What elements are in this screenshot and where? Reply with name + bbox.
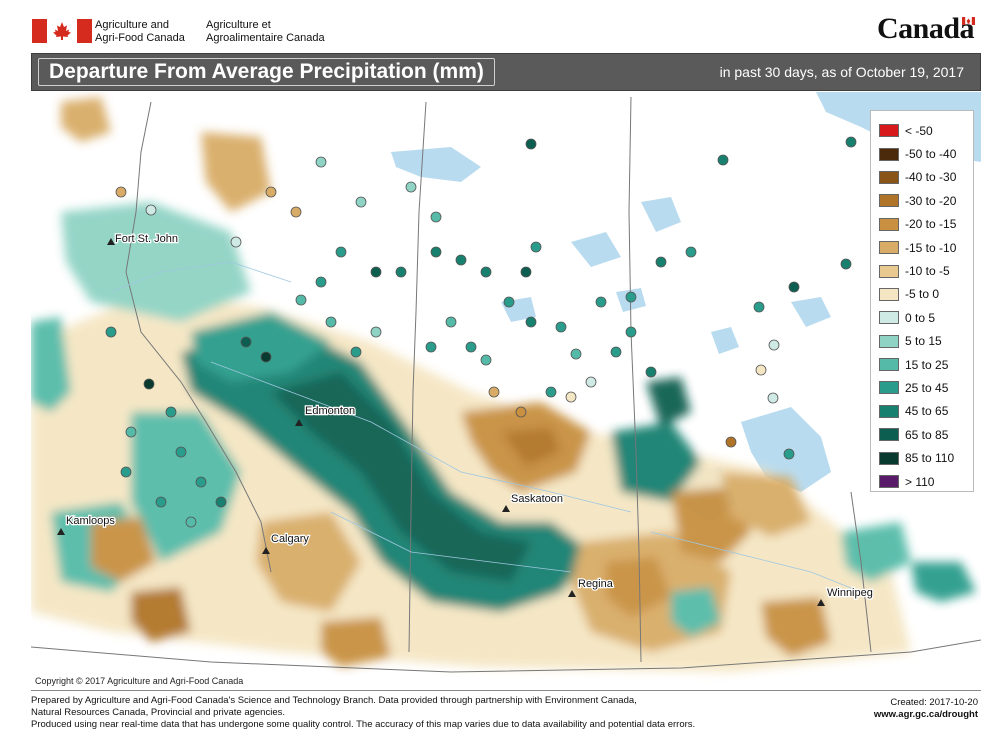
city-label-calgary: Calgary xyxy=(271,533,309,545)
legend-item: -50 to -40 xyxy=(879,142,965,165)
legend-swatch xyxy=(879,451,899,465)
legend-item: -30 to -20 xyxy=(879,189,965,212)
city-label-regina: Regina xyxy=(578,578,614,590)
legend-swatch xyxy=(879,358,899,372)
footer-meta: Created: 2017-10-20 www.agr.gc.ca/drough… xyxy=(874,697,978,721)
regina-marker xyxy=(568,590,576,597)
legend-label: -40 to -30 xyxy=(905,170,957,185)
legend-item: -15 to -10 xyxy=(879,236,965,259)
legend-item: 15 to 25 xyxy=(879,353,965,376)
legend-item: < -50 xyxy=(879,119,965,142)
legend-label: 25 to 45 xyxy=(905,380,949,395)
legend-label: 15 to 25 xyxy=(905,357,949,372)
legend-label: > 110 xyxy=(905,474,935,489)
map-subtitle: in past 30 days, as of October 19, 2017 xyxy=(719,64,964,80)
legend-swatch xyxy=(879,311,899,325)
legend-item: 85 to 110 xyxy=(879,446,965,469)
legend-label: -30 to -20 xyxy=(905,193,957,208)
legend-label: -50 to -40 xyxy=(905,147,957,162)
legend-swatch xyxy=(879,194,899,208)
legend-swatch xyxy=(879,404,899,418)
footer-line-1: Prepared by Agriculture and Agri-Food Ca… xyxy=(31,695,637,706)
legend-item: > 110 xyxy=(879,470,965,493)
header: Agriculture and Agri-Food Canada Agricul… xyxy=(0,0,1000,50)
legend-label: < -50 xyxy=(905,123,933,138)
legend-swatch xyxy=(879,264,899,278)
canada-flag-icon xyxy=(32,19,92,43)
kamloops-marker xyxy=(57,528,65,535)
legend-item: -20 to -15 xyxy=(879,213,965,236)
province-borders xyxy=(31,96,981,673)
calgary-marker xyxy=(262,547,270,554)
department-name-french: Agriculture et Agroalimentaire Canada xyxy=(206,19,325,44)
anomaly-surface xyxy=(31,97,976,672)
legend-label: -20 to -15 xyxy=(905,217,957,232)
legend-swatch xyxy=(879,381,899,395)
legend-swatch xyxy=(879,170,899,184)
map-title-box: Departure From Average Precipitation (mm… xyxy=(38,58,495,86)
station-dots xyxy=(105,136,857,528)
winnipeg-marker xyxy=(817,599,825,606)
legend-label: 45 to 65 xyxy=(905,404,949,419)
title-bar: Departure From Average Precipitation (mm… xyxy=(31,53,981,91)
legend-item: 45 to 65 xyxy=(879,400,965,423)
map-title: Departure From Average Precipitation (mm… xyxy=(49,60,484,83)
source-url[interactable]: www.agr.gc.ca/drought xyxy=(873,709,978,720)
legend: < -50 -50 to -40 -40 to -30 -30 to -20 -20 t… xyxy=(870,110,974,492)
legend-label: 65 to 85 xyxy=(905,427,949,442)
legend-swatch xyxy=(879,241,899,255)
legend-item: 65 to 85 xyxy=(879,423,965,446)
saskatoon-marker xyxy=(502,505,510,512)
legend-label: 85 to 110 xyxy=(905,451,955,466)
legend-item: -5 to 0 xyxy=(879,283,965,306)
fort-st-john-marker xyxy=(107,238,115,245)
legend-label: -10 to -5 xyxy=(905,264,950,279)
legend-item: -10 to -5 xyxy=(879,259,965,282)
legend-swatch xyxy=(879,334,899,348)
footer-notes: Prepared by Agriculture and Agri-Food Ca… xyxy=(31,695,751,731)
city-label-saskatoon: Saskatoon xyxy=(511,493,563,505)
legend-item: 5 to 15 xyxy=(879,330,965,353)
legend-label: 5 to 15 xyxy=(905,334,942,349)
legend-item: -40 to -30 xyxy=(879,166,965,189)
legend-label: -15 to -10 xyxy=(905,240,957,255)
copyright: Copyright © 2017 Agriculture and Agri-Fo… xyxy=(35,676,244,686)
wordmark-flag-icon xyxy=(962,17,975,25)
legend-item: 0 to 5 xyxy=(879,306,965,329)
footer-line-2: Natural Resources Canada, Provincial and… xyxy=(31,707,285,718)
footer-line-3: Produced using near real-time data that … xyxy=(31,719,696,730)
legend-label: 0 to 5 xyxy=(905,310,936,325)
legend-label: -5 to 0 xyxy=(905,287,940,302)
map-canvas: Fort St. John Edmonton Saskatoon Kamloop… xyxy=(31,92,981,689)
precipitation-map: Fort St. John Edmonton Saskatoon Kamloop… xyxy=(31,92,981,689)
city-markers xyxy=(57,238,825,606)
created-date: Created: 2017-10-20 xyxy=(890,697,978,708)
legend-swatch xyxy=(879,475,899,489)
canada-wordmark: Canada xyxy=(877,12,975,45)
city-label-winnipeg: Winnipeg xyxy=(827,587,873,599)
rivers xyxy=(110,261,862,593)
legend-swatch xyxy=(879,217,899,231)
legend-swatch xyxy=(879,147,899,161)
city-label-fort-st-john: Fort St. John xyxy=(115,233,178,245)
legend-item: 25 to 45 xyxy=(879,376,965,399)
footer-divider xyxy=(31,690,981,691)
legend-swatch xyxy=(879,287,899,301)
department-name-english: Agriculture and Agri-Food Canada xyxy=(95,19,185,44)
edmonton-marker xyxy=(295,419,303,426)
legend-swatch xyxy=(879,124,899,138)
city-label-kamloops: Kamloops xyxy=(66,515,115,527)
legend-swatch xyxy=(879,428,899,442)
city-label-edmonton: Edmonton xyxy=(305,405,355,417)
